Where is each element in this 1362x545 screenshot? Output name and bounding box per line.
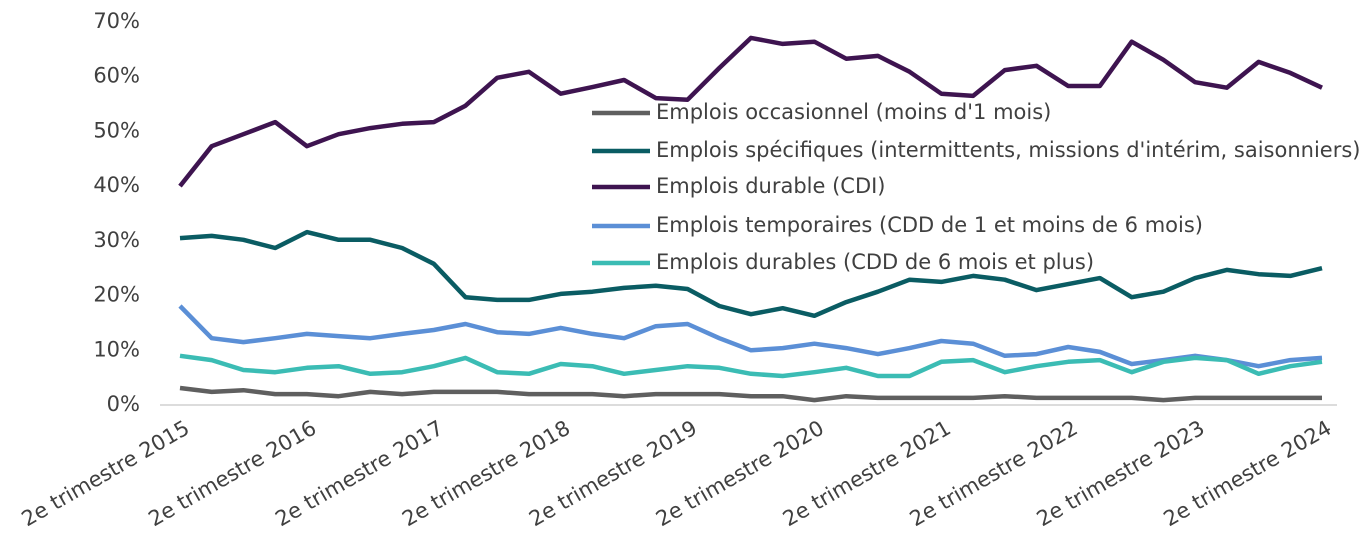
series-line <box>179 229 1323 319</box>
series-line <box>178 35 1323 188</box>
y-tick-label: 10% <box>93 337 140 361</box>
series-line <box>179 353 1323 379</box>
y-tick-label: 30% <box>93 228 140 252</box>
legend-label: Emplois durable (CDI) <box>656 174 886 198</box>
legend-label: Emplois occasionnel (moins d'1 mois) <box>656 100 1051 124</box>
legend-label: Emplois spécifiques (intermittents, miss… <box>656 138 1360 162</box>
legend-label: Emplois durables (CDD de 6 mois et plus) <box>656 250 1094 274</box>
y-tick-label: 40% <box>93 173 140 197</box>
series-line <box>179 385 1322 403</box>
legend-label: Emplois temporaires (CDD de 1 et moins d… <box>656 213 1203 237</box>
y-tick-label: 0% <box>107 392 140 416</box>
series-line <box>178 304 1323 369</box>
y-tick-label: 70% <box>93 9 140 33</box>
y-tick-label: 20% <box>93 283 140 307</box>
y-tick-label: 50% <box>93 118 140 142</box>
y-tick-label: 60% <box>93 64 140 88</box>
